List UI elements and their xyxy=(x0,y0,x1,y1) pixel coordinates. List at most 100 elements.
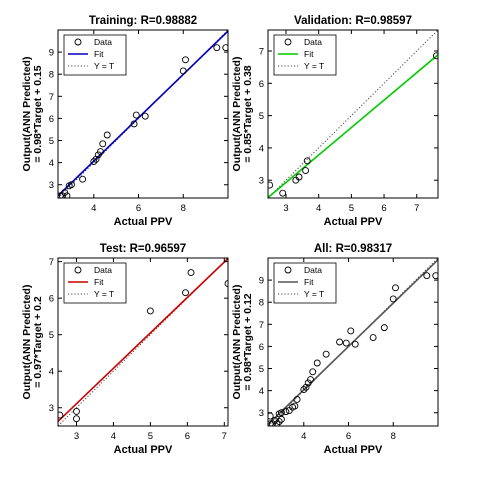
all-plot: 4 6 8 3 4 5 6 7 8 9 All: R=0.98317 Actual PPV Output… xyxy=(231,243,439,456)
data-point xyxy=(322,350,330,358)
data-point xyxy=(302,167,310,174)
legend-entry: Data xyxy=(94,37,112,47)
validation-plot: 3 4 5 6 7 3 4 5 6 7 Validation: R=0.98597 Actual PP… xyxy=(231,15,439,228)
y-tick-label: 5 xyxy=(259,364,264,375)
axes-border xyxy=(57,257,229,427)
plot-title: Training: R=0.98882 xyxy=(89,15,197,27)
y-axis-label: Output(ANN Predicted) xyxy=(231,285,243,400)
y-tick-label: 6 xyxy=(49,114,54,125)
data-point xyxy=(182,289,189,297)
y-tick-label: 5 xyxy=(49,136,54,147)
data-point xyxy=(275,418,283,426)
plot-title: Validation: R=0.98597 xyxy=(294,15,412,27)
identity-line xyxy=(268,30,438,198)
data-point xyxy=(213,44,221,52)
data-point xyxy=(79,175,87,183)
data-point xyxy=(307,376,314,384)
fit-line xyxy=(268,54,438,198)
data-point xyxy=(279,189,287,197)
y-tick-label: 9 xyxy=(49,48,54,59)
y-tick-label: 3 xyxy=(259,408,264,419)
legend-entry: Fit xyxy=(304,49,314,59)
legend: Data Fit Y = T xyxy=(273,262,337,304)
data-point xyxy=(303,157,311,165)
x-tick-label: 6 xyxy=(136,203,141,214)
data-point xyxy=(432,52,438,60)
data-point xyxy=(282,408,290,416)
data-point xyxy=(268,181,274,189)
data-point xyxy=(389,295,397,303)
legend-entry: Fit xyxy=(304,277,314,287)
legend-entry: Data xyxy=(304,265,322,275)
test-plot: 3 4 5 6 7 3 4 5 6 7 Test: R=0.96597 Actual PPV Outpu… xyxy=(21,243,229,456)
data-point xyxy=(97,148,104,156)
y-tick-label: 6 xyxy=(259,342,264,353)
x-tick-label: 8 xyxy=(181,203,186,214)
y-tick-label: 3 xyxy=(259,176,264,187)
legend: Data Fit Y = T xyxy=(273,34,337,76)
y-axis-label: Output(ANN Predicted) xyxy=(21,285,33,400)
legend-entry: Fit xyxy=(94,277,104,287)
data-point xyxy=(224,280,228,288)
fit-line xyxy=(58,30,228,197)
data-point xyxy=(58,411,64,419)
y-tick-label: 7 xyxy=(49,92,54,103)
data-point xyxy=(380,324,388,332)
x-tick-label: 6 xyxy=(346,431,351,442)
data-point xyxy=(90,158,98,165)
legend-data-marker xyxy=(284,38,292,46)
x-tick-label: 3 xyxy=(74,431,79,442)
data-point xyxy=(179,67,187,75)
axes-border xyxy=(267,29,439,199)
plot-title: All: R=0.98317 xyxy=(314,243,392,255)
x-axis-label: Actual PPV xyxy=(114,216,173,228)
data-point xyxy=(293,396,301,403)
x-tick-label: 4 xyxy=(91,203,96,214)
data-point xyxy=(73,415,80,423)
data-point xyxy=(347,327,355,335)
y-tick-label: 4 xyxy=(259,386,264,397)
legend-entry: Fit xyxy=(94,49,104,59)
y-tick-label: 7 xyxy=(49,257,54,268)
x-axis-label: Actual PPV xyxy=(114,444,173,456)
legend-data-marker xyxy=(74,266,82,274)
x-tick-label: 4 xyxy=(316,203,321,214)
data-point xyxy=(392,284,399,292)
data-point xyxy=(73,407,80,415)
data-point xyxy=(309,368,317,376)
y-tick-label: 7 xyxy=(259,47,264,58)
data-point xyxy=(268,420,274,426)
x-tick-label: 7 xyxy=(222,431,227,442)
data-point xyxy=(302,383,310,391)
x-axis-label: Actual PPV xyxy=(324,216,383,228)
y-tick-label: 3 xyxy=(49,180,54,191)
x-axis-label: Actual PPV xyxy=(324,444,383,456)
training-plot: 4 6 8 3 4 5 6 7 8 9 Training: R=0.98882 Actual PPV O… xyxy=(21,15,229,228)
y-tick-label: 5 xyxy=(49,330,54,341)
plot-title: Test: R=0.96597 xyxy=(100,243,186,255)
data-point xyxy=(130,120,138,128)
x-tick-label: 5 xyxy=(148,431,153,442)
x-tick-label: 7 xyxy=(414,203,419,214)
data-point xyxy=(369,334,377,342)
data-point xyxy=(300,386,308,393)
legend-data-marker xyxy=(284,266,292,274)
y-axis-label: Output(ANN Predicted) xyxy=(21,57,33,172)
x-tick-label: 4 xyxy=(301,431,306,442)
data-point xyxy=(342,339,350,347)
y-tick-label: 6 xyxy=(259,79,264,90)
y-axis-label: Output(ANN Predicted) xyxy=(231,57,243,172)
x-tick-label: 8 xyxy=(391,431,396,442)
data-point xyxy=(432,272,438,280)
data-point xyxy=(336,338,344,346)
x-tick-label: 5 xyxy=(349,203,354,214)
data-point xyxy=(423,272,431,280)
legend-entry: Y = T xyxy=(94,61,114,71)
legend: Data Fit Y = T xyxy=(63,34,127,76)
data-point xyxy=(291,402,299,410)
y-axis-equation: = 0.97*Target + 0.2 xyxy=(32,296,44,388)
data-point xyxy=(92,155,100,163)
y-tick-label: 4 xyxy=(259,143,264,154)
data-point xyxy=(132,111,140,119)
